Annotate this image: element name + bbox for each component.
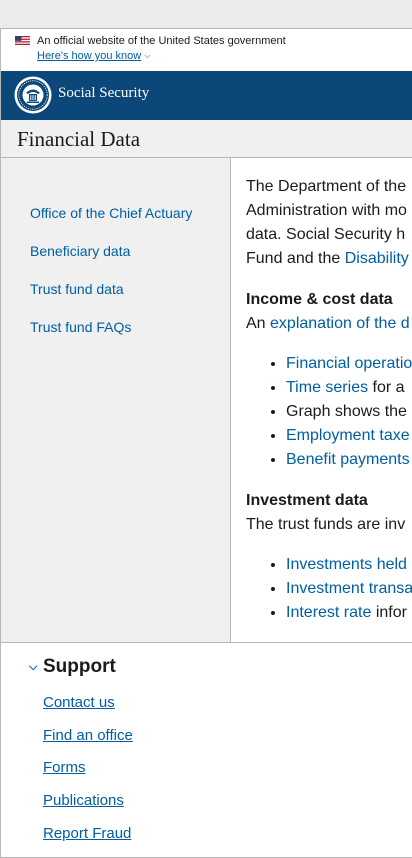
time-series-link[interactable]: Time series (286, 379, 369, 396)
income-list: Financial operatio Time series for a Gra… (246, 352, 412, 472)
contact-us-link[interactable]: Contact us (43, 694, 115, 711)
chevron-down-icon: ⌵ (144, 51, 151, 60)
benefit-payments-link[interactable]: Benefit payments (286, 451, 410, 468)
page-title-bar: Financial Data (1, 120, 412, 158)
income-intro: An explanation of the d (246, 312, 412, 336)
intro-line: Fund and the Disability (246, 247, 412, 271)
page-title: Financial Data (17, 127, 141, 151)
list-item: Graph shows the (286, 400, 412, 424)
support-section: ⌵ Support Contact us Find an office Forms… (1, 643, 412, 857)
list-item: Benefit payments (286, 448, 412, 472)
site-header: Social Security (1, 71, 412, 120)
sidebar-item-trust-fund-data[interactable]: Trust fund data (30, 281, 124, 297)
financial-operations-link[interactable]: Financial operatio (286, 355, 412, 372)
ssa-seal-icon[interactable] (14, 76, 52, 114)
chevron-down-icon: ⌵ (29, 661, 38, 673)
main-article: The Department of the Administration wit… (246, 175, 412, 625)
browser-top-bar (0, 0, 412, 28)
heres-how-you-know-label: Here's how you know (37, 50, 142, 62)
investment-transactions-link[interactable]: Investment transa (286, 580, 412, 597)
publications-link[interactable]: Publications (43, 792, 124, 809)
us-flag-icon (15, 36, 30, 45)
investment-list: Investments held Investment transa Inter… (246, 553, 412, 625)
find-an-office-link[interactable]: Find an office (43, 727, 133, 744)
intro-line: The Department of the (246, 178, 407, 195)
list-item: Employment taxe (286, 424, 412, 448)
heres-how-you-know-link[interactable]: Here's how you know ⌵ (37, 50, 150, 62)
agency-name[interactable]: Social Security (58, 85, 150, 101)
section-divider (1, 642, 412, 643)
intro-text: Fund and the (246, 250, 345, 267)
list-item: Investments held (286, 553, 412, 577)
intro-line: data. Social Security h (246, 226, 406, 243)
explanation-link[interactable]: explanation of the d (270, 315, 410, 332)
support-toggle[interactable]: ⌵ Support (29, 656, 116, 678)
page-frame: An official website of the United States… (0, 28, 412, 858)
list-item-text: infor (371, 604, 407, 621)
sidebar-item-chief-actuary[interactable]: Office of the Chief Actuary (30, 205, 193, 221)
disability-fund-link[interactable]: Disability (344, 250, 409, 267)
sidebar-item-trust-fund-faqs[interactable]: Trust fund FAQs (30, 319, 132, 335)
list-item: Time series for a (286, 376, 412, 400)
employment-taxes-link[interactable]: Employment taxe (286, 427, 410, 444)
support-heading: Support (43, 656, 116, 677)
main-content: The Department of the Administration wit… (232, 158, 412, 642)
intro-line: Administration with mo (246, 202, 407, 219)
gov-banner: An official website of the United States… (1, 29, 412, 71)
list-item: Financial operatio (286, 352, 412, 376)
interest-rate-link[interactable]: Interest rate (286, 604, 372, 621)
list-item-text: Graph shows the (286, 403, 407, 420)
sidebar-item-beneficiary-data[interactable]: Beneficiary data (30, 243, 131, 259)
forms-link[interactable]: Forms (43, 759, 86, 776)
list-item-text: for a (368, 379, 405, 396)
report-fraud-link[interactable]: Report Fraud (43, 825, 132, 842)
gov-banner-text: An official website of the United States… (37, 35, 286, 47)
investment-heading: Investment data (246, 492, 368, 509)
investments-held-link[interactable]: Investments held (286, 556, 407, 573)
income-intro-text: An (246, 315, 271, 332)
sidebar-nav: Office of the Chief Actuary Beneficiary … (1, 158, 231, 642)
investment-intro: The trust funds are inv (246, 516, 406, 533)
income-cost-heading: Income & cost data (246, 291, 393, 308)
list-item: Interest rate infor (286, 601, 412, 625)
list-item: Investment transa (286, 577, 412, 601)
